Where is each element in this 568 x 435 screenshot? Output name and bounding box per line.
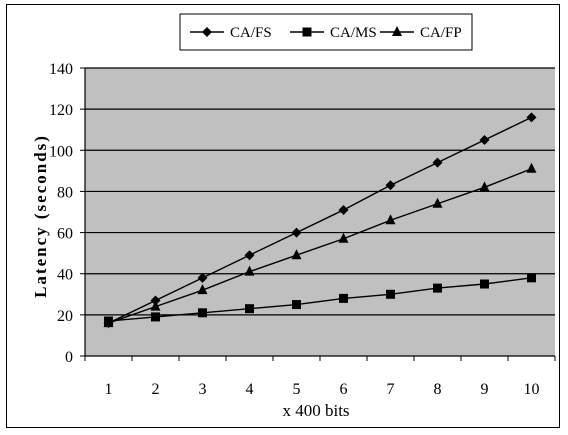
y-tick-labels: 0 20 40 60 80 100 120 140 [49, 61, 73, 366]
y-tick-label: 40 [57, 267, 73, 284]
y-tick-label: 80 [57, 184, 73, 201]
data-point-diamond [432, 157, 443, 168]
plot-area [85, 68, 555, 356]
x-tick-labels: 1 2 3 4 5 6 7 8 9 10 [105, 381, 540, 398]
x-tick-label: 1 [105, 381, 113, 398]
legend-item: CA/FS [190, 25, 272, 41]
series-line [108, 168, 532, 324]
legend-label: CA/FS [230, 25, 272, 41]
x-tick-label: 6 [340, 381, 348, 398]
data-point-triangle [479, 181, 490, 192]
y-tick-label: 0 [65, 349, 73, 366]
x-tick-label: 2 [152, 381, 160, 398]
legend-item: CA/FP [380, 25, 462, 41]
data-point-square [302, 27, 312, 37]
data-point-diamond [202, 27, 212, 37]
data-point-triangle [150, 300, 161, 311]
data-point-diamond [479, 135, 490, 145]
data-point-triangle [526, 162, 537, 173]
series-group [103, 112, 537, 329]
data-point-square [480, 279, 489, 289]
x-tick-label: 4 [246, 381, 254, 398]
data-point-triangle [392, 26, 402, 36]
data-point-triangle [338, 232, 349, 243]
data-point-diamond [291, 227, 302, 238]
data-point-triangle [291, 249, 302, 260]
x-tick-label: 8 [434, 381, 442, 398]
data-point-diamond [526, 112, 537, 123]
series-ca-fp [103, 162, 537, 328]
legend-label: CA/FP [420, 25, 462, 41]
data-point-square [151, 312, 160, 322]
gridlines [85, 67, 555, 316]
axes [80, 67, 556, 361]
data-point-square [433, 283, 442, 293]
data-point-triangle [103, 317, 114, 328]
y-tick-label: 140 [49, 61, 73, 78]
data-point-square [245, 304, 254, 314]
data-point-triangle [197, 284, 208, 295]
y-tick-label: 100 [49, 143, 73, 160]
series-line [108, 116, 532, 324]
data-point-diamond [197, 272, 208, 283]
x-axis-label: x 400 bits [282, 401, 349, 420]
data-point-square [198, 308, 207, 318]
y-tick-label: 60 [57, 226, 73, 243]
x-tick-label: 9 [481, 381, 489, 398]
x-tick-label: 5 [293, 381, 301, 398]
y-tick-label: 120 [49, 102, 73, 119]
legend: CA/FS CA/MS CA/FP [179, 13, 473, 51]
data-point-square [292, 300, 301, 310]
x-tick-label: 10 [524, 381, 540, 398]
legend-label: CA/MS [330, 25, 377, 41]
data-point-triangle [244, 265, 255, 276]
legend-item: CA/MS [290, 25, 377, 41]
data-point-diamond [244, 250, 255, 261]
legend-box [179, 13, 473, 51]
data-point-triangle [385, 214, 396, 225]
data-point-square [339, 293, 348, 303]
data-point-square [527, 273, 536, 283]
data-point-square [386, 289, 395, 299]
data-point-triangle [432, 197, 443, 208]
data-point-diamond [150, 295, 161, 306]
series-line [108, 277, 532, 322]
y-axis-label: Latency (seconds) [31, 134, 50, 298]
data-point-diamond [385, 180, 396, 191]
x-tick-label: 3 [199, 381, 207, 398]
x-tick-label: 7 [387, 381, 395, 398]
data-point-diamond [338, 204, 349, 215]
y-tick-label: 20 [57, 308, 73, 325]
